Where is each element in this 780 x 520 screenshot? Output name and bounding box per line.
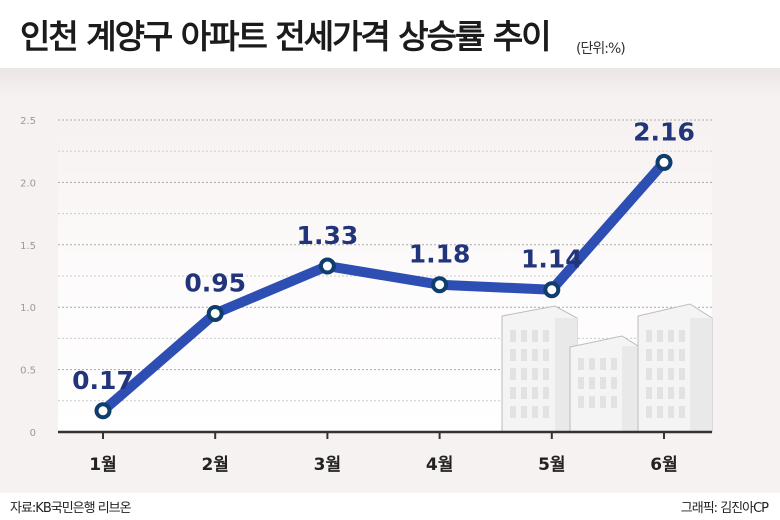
building-window xyxy=(532,406,538,418)
building-window xyxy=(532,349,538,361)
x-tick-label: 3월 xyxy=(314,455,341,475)
data-label: 1.33 xyxy=(297,221,359,250)
building-window xyxy=(679,406,685,418)
building-window xyxy=(510,330,516,342)
building-window xyxy=(657,406,663,418)
building-window xyxy=(600,358,606,370)
buildings-illustration xyxy=(501,303,713,433)
chart-title: 인천 계양구 아파트 전세가격 상승률 추이 xyxy=(20,17,552,56)
y-tick-label: 1.5 xyxy=(20,241,36,252)
building-window xyxy=(543,406,549,418)
building-window xyxy=(521,387,527,399)
building-window xyxy=(589,377,595,389)
building-window xyxy=(679,387,685,399)
building-window xyxy=(532,330,538,342)
building-window xyxy=(646,406,652,418)
data-point xyxy=(543,281,561,299)
building-window xyxy=(578,377,584,389)
building-window xyxy=(646,349,652,361)
building-window xyxy=(543,330,549,342)
y-tick-label: 1.0 xyxy=(20,303,36,314)
data-label: 1.14 xyxy=(521,245,583,274)
building-window xyxy=(611,377,617,389)
y-tick-label: 2.5 xyxy=(20,116,36,127)
building-window xyxy=(543,349,549,361)
building-window xyxy=(679,368,685,380)
building-window xyxy=(510,387,516,399)
building-window xyxy=(657,387,663,399)
data-point xyxy=(94,402,112,420)
x-tick-label: 5월 xyxy=(538,455,565,475)
credit-text: 그래픽: 김진아CP xyxy=(680,501,769,516)
building-window xyxy=(510,349,516,361)
y-tick-label: 0 xyxy=(30,428,36,439)
building-window xyxy=(521,406,527,418)
building-window xyxy=(668,387,674,399)
building-window xyxy=(521,330,527,342)
building-window xyxy=(521,349,527,361)
building-window xyxy=(510,368,516,380)
data-label: 0.95 xyxy=(184,268,246,297)
building-window xyxy=(646,387,652,399)
x-tick-label: 6월 xyxy=(650,455,677,475)
source-text: 자료:KB국민은행 리브온 xyxy=(10,501,132,516)
building-window xyxy=(668,330,674,342)
building-window xyxy=(646,368,652,380)
building-window xyxy=(646,330,652,342)
x-tick-label: 1월 xyxy=(89,455,116,475)
building-window xyxy=(532,387,538,399)
building-window xyxy=(543,387,549,399)
title-bar: 인천 계양구 아파트 전세가격 상승률 추이 (단위:%) xyxy=(0,0,780,68)
building-window xyxy=(668,349,674,361)
data-label: 1.18 xyxy=(409,240,471,269)
building-window xyxy=(589,358,595,370)
building-window xyxy=(589,396,595,408)
data-point xyxy=(655,153,673,171)
building-window xyxy=(543,368,549,380)
x-tick-label: 2월 xyxy=(201,455,228,475)
data-label: 2.16 xyxy=(633,117,695,146)
data-point xyxy=(206,304,224,322)
data-point xyxy=(318,257,336,275)
unit-label: (단위:%) xyxy=(576,41,626,57)
y-tick-label: 2.0 xyxy=(20,178,36,189)
building-window xyxy=(600,377,606,389)
building-window xyxy=(611,396,617,408)
building-window xyxy=(611,358,617,370)
building-window xyxy=(679,349,685,361)
building-window xyxy=(668,406,674,418)
x-tick-label: 4월 xyxy=(426,455,453,475)
building-window xyxy=(600,396,606,408)
y-tick-label: 0.5 xyxy=(20,366,36,377)
building-window xyxy=(668,368,674,380)
building-window xyxy=(521,368,527,380)
building-window xyxy=(510,406,516,418)
data-label: 0.17 xyxy=(72,366,134,395)
series-line xyxy=(98,157,669,416)
building-window xyxy=(578,358,584,370)
building-window xyxy=(532,368,538,380)
building-window xyxy=(657,368,663,380)
data-point xyxy=(431,276,449,294)
building-window xyxy=(657,330,663,342)
building-window xyxy=(578,396,584,408)
building-window xyxy=(679,330,685,342)
building-window xyxy=(657,349,663,361)
